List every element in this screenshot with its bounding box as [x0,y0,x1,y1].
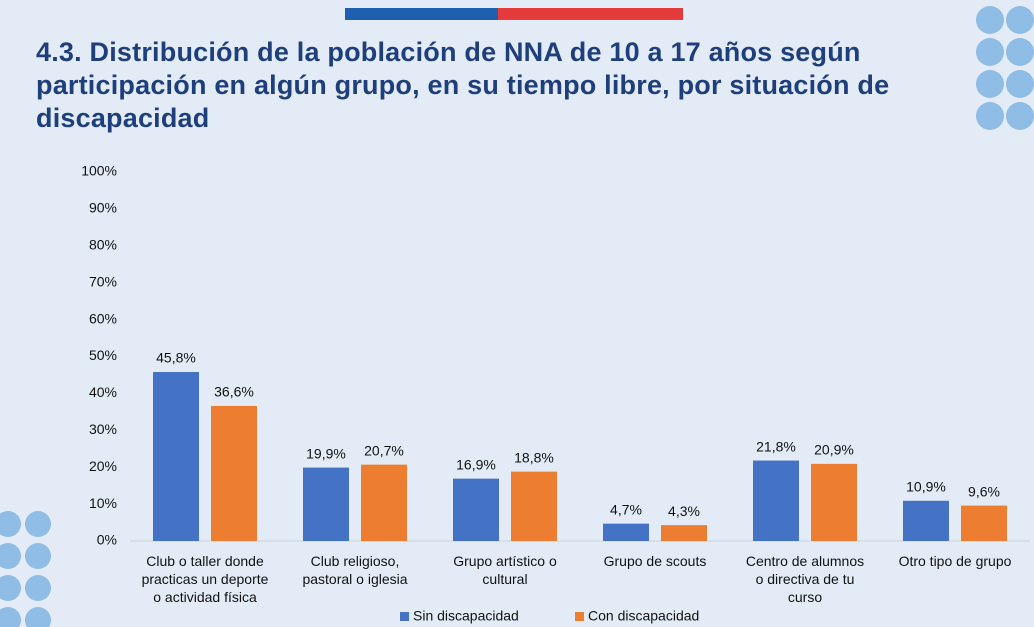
value-label: 45,8% [156,350,196,366]
bar [903,500,949,541]
bar [961,505,1007,541]
bar [211,405,257,541]
bar [811,463,857,541]
value-label: 20,7% [364,442,404,458]
legend-swatch [400,612,409,621]
value-label: 10,9% [906,478,946,494]
y-tick-label: 50% [89,347,117,363]
value-label: 4,3% [668,503,700,519]
legend-label: Sin discapacidad [413,608,519,624]
y-tick-label: 40% [89,384,117,400]
value-label: 36,6% [214,384,254,400]
y-tick-label: 70% [89,273,117,289]
bar [603,523,649,541]
y-tick-label: 30% [89,421,117,437]
y-tick-label: 80% [89,237,117,253]
y-tick-label: 90% [89,200,117,216]
decor-dots [0,6,1034,627]
bar [153,371,199,541]
value-label: 9,6% [968,483,1000,499]
x-tick-label: Centro de alumnos o directiva de tu curs… [745,553,865,605]
bar [303,467,349,541]
value-label: 18,8% [514,449,554,465]
value-label: 20,9% [814,442,854,458]
y-tick-label: 10% [89,495,117,511]
y-tick-label: 100% [81,163,117,179]
y-tick-label: 20% [89,458,117,474]
value-label: 19,9% [306,445,346,461]
chart-title: 4.3. Distribución de la población de NNA… [36,37,890,133]
top-band-blue [345,8,498,20]
bar [511,471,557,541]
bar [361,464,407,541]
top-band-red [498,8,683,20]
value-label: 16,9% [456,456,496,472]
legend-swatch [575,612,584,621]
y-tick-label: 0% [97,532,117,548]
x-tick-label: Otro tipo de grupo [898,553,1012,569]
bar [753,460,799,541]
x-tick-label: Club o taller donde practicas un deporte… [141,553,269,605]
bar [661,525,707,541]
value-label: 21,8% [756,438,796,454]
legend-label: Con discapacidad [588,608,699,624]
bar [453,478,499,541]
x-tick-label: Grupo de scouts [603,553,707,569]
x-tick-label: Grupo artístico o cultural [453,553,557,587]
y-tick-label: 60% [89,310,117,326]
x-tick-label: Club religioso, pastoral o iglesia [302,553,408,587]
value-label: 4,7% [610,501,642,517]
